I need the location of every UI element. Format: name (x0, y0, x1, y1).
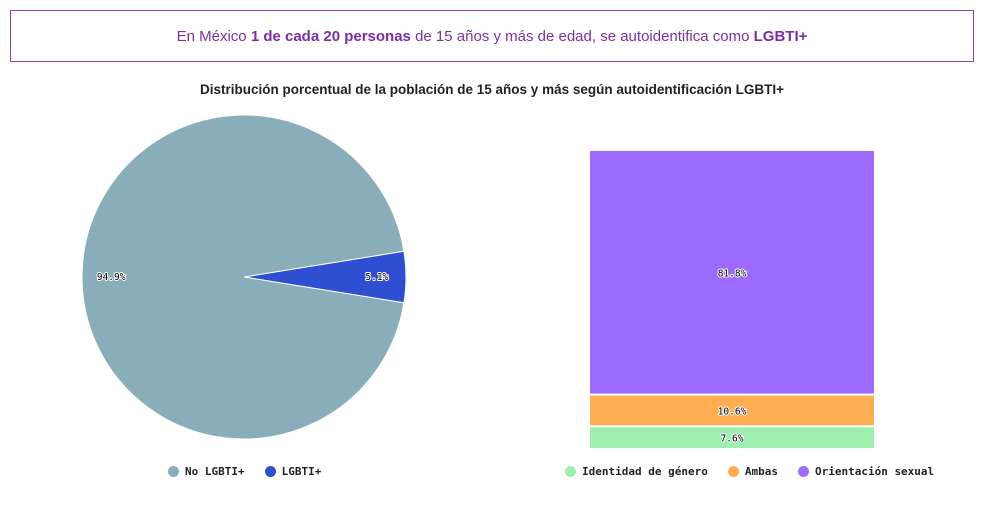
pie-label-lgbti: 5.1% (365, 272, 388, 283)
pie-legend-item-lgbti[interactable]: LGBTI+ (264, 464, 322, 478)
chart-title: Distribución porcentual de la población … (200, 82, 784, 97)
legend-swatch-icon (264, 465, 276, 477)
legend-label: Ambas (744, 464, 778, 478)
legend-label: LGBTI+ (281, 464, 322, 478)
banner-highlight-lgbti: LGBTI+ (753, 27, 808, 45)
bar-label-orientacion-sexual: 81.8% (718, 268, 747, 279)
banner-highlight-ratio: 1 de cada 20 personas (250, 27, 411, 45)
stack-legend-item-orientacion-sexual[interactable]: Orientación sexual (797, 464, 935, 478)
legend-swatch-icon (727, 465, 739, 477)
banner-text: En México 1 de cada 20 personas de 15 añ… (177, 28, 808, 45)
pie-slice-no-lgbti (81, 114, 405, 440)
headline-banner: En México 1 de cada 20 personas de 15 añ… (10, 10, 974, 62)
legend-label: Orientación sexual (814, 464, 935, 478)
bar-label-ambas: 10.6% (718, 406, 747, 417)
stack-legend: Identidad de género Ambas Orientación sexu… (565, 462, 934, 480)
legend-label: No LGBTI+ (185, 464, 245, 478)
legend-swatch-icon (797, 465, 809, 477)
bar-label-identidad-de-genero: 7.6% (721, 434, 744, 445)
pie-label-no-lgbti: 94.9% (97, 272, 126, 283)
bar-segment-ambas (590, 395, 874, 426)
banner-prefix: En México (176, 27, 251, 45)
legend-swatch-icon (168, 465, 179, 477)
pie-legend: No LGBTI+ LGBTI+ (168, 462, 321, 480)
pie-legend-item-no-lgbti[interactable]: No LGBTI+ (168, 465, 245, 478)
stack-legend-item-ambas[interactable]: Ambas (727, 464, 778, 478)
stack-legend-item-identidad-de-genero[interactable]: Identidad de género (565, 465, 708, 478)
legend-label: Identidad de género (582, 464, 708, 478)
legend-swatch-icon (565, 465, 576, 477)
bar-segment-identidad-de-genero (590, 427, 874, 448)
banner-middle: de 15 años y más de edad, se autoidentif… (410, 27, 754, 45)
bar-segment-orientacion-sexual (590, 151, 874, 394)
